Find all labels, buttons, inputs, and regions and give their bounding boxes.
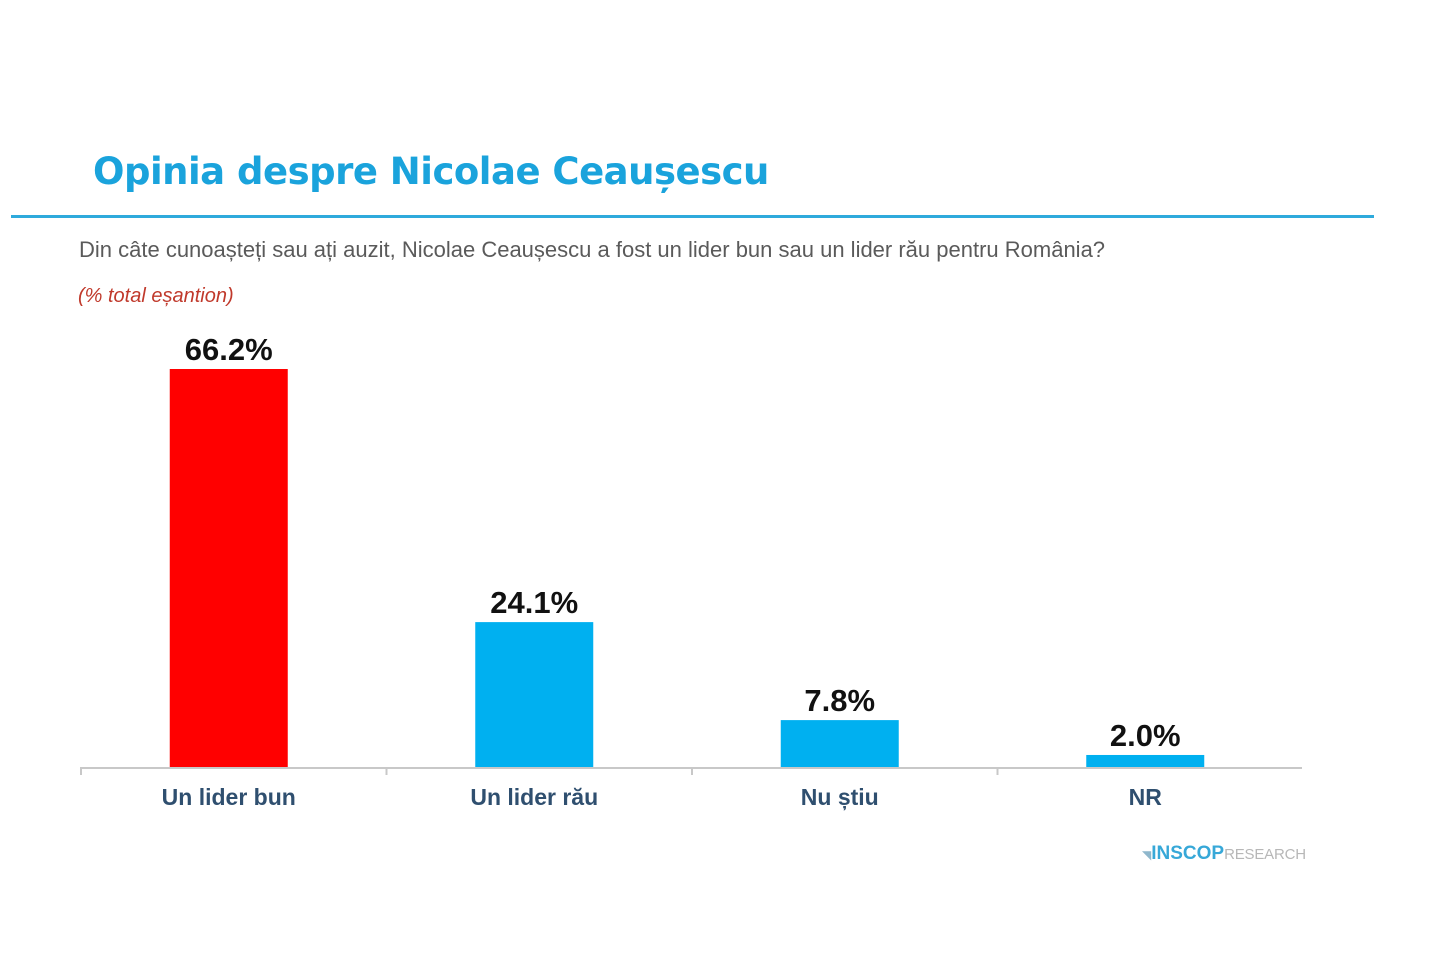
x-tick-label-1: Un lider bun [162, 784, 296, 810]
x-tick-label-4: NR [1129, 784, 1163, 810]
x-tick-label-3: Nu știu [801, 784, 879, 811]
data-label-1: 66.2% [185, 332, 273, 367]
inscop-research-logo: ◥INSCOPRESEARCH [1142, 843, 1306, 866]
bar-4 [1086, 754, 1205, 767]
logo-text-research: RESEARCH [1224, 846, 1306, 863]
logo-text-inscop: INSCOP [1151, 843, 1225, 864]
data-label-3: 7.8% [804, 683, 875, 718]
logo-mark-icon: ◥ [1142, 848, 1152, 862]
data-label-2: 24.1% [490, 585, 578, 620]
bar-1 [169, 369, 288, 767]
survey-question: Din câte cunoașteți sau ați auzit, Nicol… [79, 237, 1106, 262]
page-title: Opinia despre Nicolae Ceaușescu [93, 150, 769, 193]
data-label-4: 2.0% [1110, 718, 1181, 753]
x-tick-label-2: Un lider rău [470, 784, 598, 810]
sample-note: (% total eșantion) [78, 285, 234, 307]
title-divider [11, 215, 1374, 218]
bar-2 [475, 622, 594, 767]
bar-3 [780, 720, 899, 767]
